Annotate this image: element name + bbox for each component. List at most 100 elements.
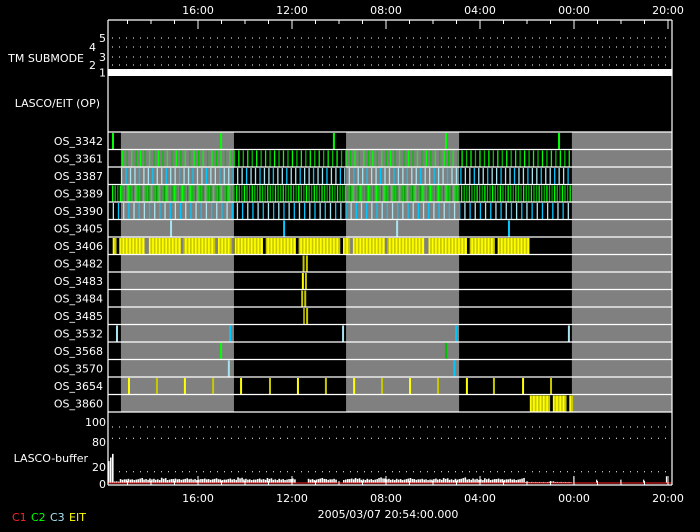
event-mark	[305, 150, 307, 167]
top-time-label: 00:00	[558, 4, 590, 17]
event-mark	[567, 325, 570, 342]
event-mark	[311, 238, 314, 254]
event-mark	[437, 168, 440, 184]
event-mark	[267, 185, 269, 202]
event-mark	[495, 168, 498, 184]
event-mark	[419, 185, 421, 202]
event-mark	[111, 185, 114, 202]
event-mark	[192, 185, 194, 202]
buffer-bar	[470, 479, 472, 483]
buffer-bar	[251, 480, 253, 483]
event-mark	[166, 238, 170, 254]
event-mark	[198, 150, 200, 167]
event-mark	[169, 203, 171, 219]
event-mark	[244, 238, 247, 254]
event-mark	[205, 168, 208, 184]
event-mark	[398, 150, 401, 167]
event-mark	[186, 185, 189, 202]
event-mark	[491, 185, 494, 202]
buffer-bar	[278, 478, 280, 483]
event-mark	[217, 238, 221, 254]
event-mark	[263, 168, 266, 184]
event-mark	[267, 203, 270, 219]
event-mark	[265, 238, 268, 254]
event-mark	[229, 238, 232, 254]
event-mark	[171, 150, 173, 167]
event-mark	[290, 185, 292, 202]
event-mark	[456, 238, 459, 254]
event-mark	[546, 395, 549, 412]
event-mark	[350, 203, 352, 219]
event-mark	[156, 168, 158, 184]
event-mark	[422, 185, 424, 202]
event-mark	[435, 238, 438, 254]
event-mark	[441, 238, 444, 254]
event-mark	[254, 185, 256, 202]
event-mark	[355, 203, 357, 219]
event-mark	[300, 185, 302, 202]
event-mark	[299, 168, 301, 184]
event-mark	[158, 238, 161, 254]
event-mark	[301, 238, 305, 254]
buffer-bar	[384, 478, 386, 483]
event-mark	[216, 203, 218, 219]
buffer-spike	[643, 479, 645, 483]
event-mark	[300, 238, 303, 254]
event-mark	[370, 185, 372, 202]
event-mark	[375, 238, 379, 254]
buffer-bar	[552, 481, 555, 483]
buffer-bar	[478, 479, 480, 483]
event-mark	[179, 203, 182, 219]
event-mark	[194, 185, 197, 202]
buffer-bar	[380, 477, 382, 483]
event-mark	[230, 185, 233, 202]
event-mark	[267, 238, 270, 254]
event-mark	[472, 238, 476, 254]
buffer-bar	[511, 479, 514, 483]
event-mark	[327, 150, 329, 167]
event-mark	[531, 203, 533, 219]
event-mark	[124, 238, 127, 254]
event-mark	[148, 238, 152, 254]
row-label: OS_3532	[54, 328, 103, 341]
event-mark	[482, 238, 486, 254]
event-mark	[112, 238, 115, 254]
event-mark	[215, 185, 217, 202]
event-mark	[554, 185, 556, 202]
buffer-bar	[390, 479, 392, 483]
event-mark	[288, 238, 291, 254]
buffer-bar	[235, 479, 237, 483]
buffer-bar	[137, 479, 139, 483]
event-mark	[290, 238, 293, 254]
buffer-bar	[347, 479, 349, 483]
event-mark	[370, 238, 374, 254]
event-mark	[168, 238, 171, 254]
legend-c1: C1	[12, 511, 27, 524]
event-mark	[261, 185, 264, 202]
buffer-bar	[290, 479, 292, 483]
event-mark	[277, 185, 279, 202]
event-mark	[446, 238, 449, 254]
event-mark	[438, 238, 441, 254]
event-mark	[298, 203, 301, 219]
buffer-bar	[407, 478, 410, 483]
event-mark	[143, 185, 145, 202]
buffer-bar	[542, 481, 545, 483]
event-mark	[202, 150, 204, 167]
event-mark	[301, 273, 304, 289]
event-mark	[417, 238, 420, 254]
event-mark	[181, 185, 184, 202]
event-mark	[513, 168, 516, 184]
event-mark	[481, 238, 484, 254]
event-mark	[507, 185, 509, 202]
buffer-bar	[231, 479, 233, 483]
event-mark	[564, 185, 566, 202]
event-mark	[552, 203, 554, 219]
event-mark	[390, 150, 392, 167]
event-mark	[321, 168, 324, 184]
event-mark	[262, 203, 264, 219]
event-mark	[180, 150, 182, 167]
event-mark	[428, 238, 431, 254]
event-mark	[384, 168, 386, 184]
event-mark	[407, 203, 409, 219]
